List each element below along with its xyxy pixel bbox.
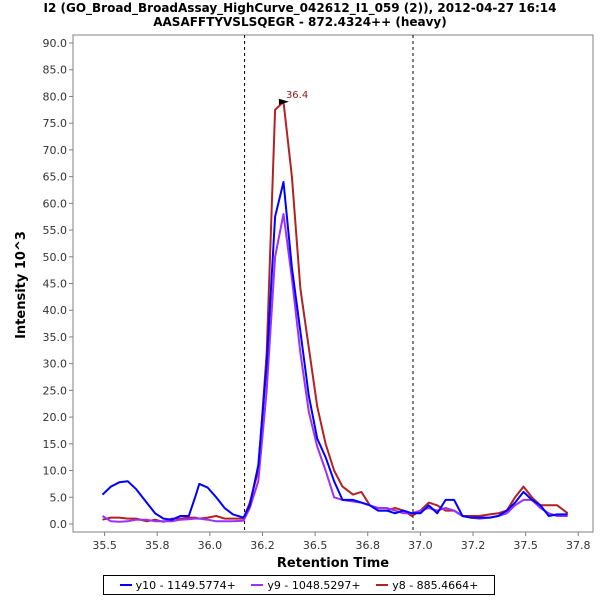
y-axis-label: Intensity 10^3 — [14, 231, 29, 339]
peak-arrow-icon — [278, 98, 289, 105]
y-tick-label: 75.0 — [43, 117, 68, 130]
legend-item-y10: y10 - 1149.5774+ — [119, 578, 236, 592]
y-tick-label: 90.0 — [43, 37, 68, 50]
y-tick-label: 0.0 — [50, 518, 68, 531]
legend-label-y10: y10 - 1149.5774+ — [135, 578, 236, 592]
y-tick-label: 40.0 — [43, 304, 68, 317]
y-tick-label: 35.0 — [43, 331, 68, 344]
series-line-y8 — [102, 100, 569, 523]
x-tick-label: 35.5 — [92, 539, 117, 552]
legend-item-y9: y9 - 1048.5297+ — [251, 578, 361, 592]
x-tick-label: 37.0 — [408, 539, 433, 552]
series-group — [101, 100, 569, 523]
y-tick-label: 20.0 — [43, 411, 68, 424]
y-tick-label: 30.0 — [43, 358, 68, 371]
x-tick-label: 36.5 — [303, 539, 328, 552]
y-tick-label: 45.0 — [43, 278, 68, 291]
reference-lines — [244, 35, 414, 532]
y-tick-label: 60.0 — [43, 197, 68, 210]
x-tick-label: 36.8 — [355, 539, 380, 552]
y-tick-label: 25.0 — [43, 384, 68, 397]
series-line-y10 — [101, 181, 568, 521]
x-axis-label: Retention Time — [277, 556, 389, 571]
x-tick-label: 36.2 — [250, 539, 275, 552]
legend-swatch-y9 — [251, 584, 264, 586]
x-tick-label: 36.0 — [198, 539, 223, 552]
x-tick-label: 35.8 — [145, 539, 170, 552]
x-tick-label: 37.2 — [461, 539, 486, 552]
chart-subtitle: AASAFFTYVSLSQEGR - 872.4324++ (heavy) — [153, 15, 447, 29]
legend-item-y8: y8 - 885.4664+ — [376, 579, 478, 592]
y-axis: 0.0 5.0 10.0 15.0 20.0 25.0 30.0 35.0 40.0 45.0 50… — [43, 37, 73, 531]
x-tick-label: 37.8 — [566, 539, 591, 552]
legend-swatch-y10 — [119, 584, 132, 586]
x-tick-label: 37.5 — [513, 539, 538, 552]
x-axis: 35.5 35.8 36.0 36.2 36.5 36.8 37.0 37.2 37.5 37.8 — [92, 532, 591, 552]
y-tick-label: 80.0 — [43, 90, 68, 103]
y-tick-label: 85.0 — [43, 64, 68, 77]
legend: y10 - 1149.5774+ y9 - 1048.5297+ y8 - 88… — [103, 575, 495, 595]
y-tick-label: 70.0 — [43, 144, 68, 157]
y-tick-label: 5.0 — [50, 491, 68, 504]
legend-label-y8: y8 - 885.4664+ — [392, 578, 479, 592]
y-tick-label: 10.0 — [43, 465, 68, 478]
peak-annotation: 36.4 — [278, 90, 308, 105]
y-tick-label: 55.0 — [43, 224, 68, 237]
chart-title: I2 (GO_Broad_BroadAssay_HighCurve_042612… — [43, 1, 557, 15]
y-tick-label: 65.0 — [43, 171, 68, 184]
y-tick-label: 15.0 — [43, 438, 68, 451]
legend-swatch-y8 — [376, 584, 389, 586]
legend-label-y9: y9 - 1048.5297+ — [267, 578, 361, 592]
y-tick-label: 50.0 — [43, 251, 68, 264]
peak-label: 36.4 — [286, 90, 308, 101]
plot-area — [72, 34, 594, 533]
